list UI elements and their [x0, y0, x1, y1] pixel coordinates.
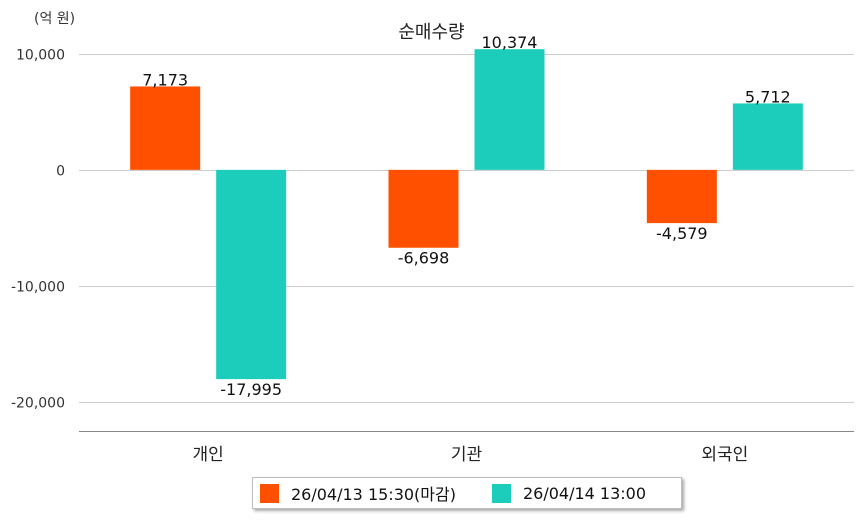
y-tick-label: 10,000 [16, 48, 65, 64]
unit-label: (억 원) [34, 11, 76, 27]
legend-label-series-2: 26/04/14 13:00 [522, 483, 647, 503]
data-label: 10,374 [482, 33, 538, 52]
bar-1-3[interactable] [646, 169, 717, 224]
legend-swatch-series-2 [491, 483, 511, 503]
chart-title: 순매수량 [398, 22, 465, 43]
grid-lines [79, 54, 854, 403]
legend-label-series-1: 26/04/13 15:30(마감) [291, 485, 456, 504]
x-tick-label: 기관 [451, 445, 482, 465]
y-tick-label: -20,000 [11, 396, 65, 412]
legend-item-series-1[interactable]: 26/04/13 15:30(마감) [260, 481, 456, 505]
axes: 10,000 0 -10,000 -20,000 개인 기관 외국인 [11, 48, 854, 465]
y-tick-label: 0 [56, 164, 65, 180]
legend-swatch-series-1 [260, 483, 279, 503]
bar-2-3[interactable] [732, 103, 803, 170]
data-label: 7,173 [142, 70, 188, 89]
legend: 26/04/13 15:30(마감) 26/04/14 13:00 [252, 477, 682, 509]
legend-item-series-2[interactable]: 26/04/14 13:00 [491, 483, 647, 503]
data-label: -6,698 [398, 249, 450, 268]
bar-1-2[interactable] [388, 169, 459, 248]
y-tick-label: -10,000 [11, 280, 65, 296]
data-labels: 7,173 -17,995 -6,698 10,374 -4,579 5,712 [142, 33, 790, 399]
bar-2-2[interactable] [474, 49, 545, 170]
x-tick-label: 외국인 [701, 445, 748, 465]
data-label: -4,579 [656, 224, 708, 243]
x-tick-label: 개인 [193, 445, 224, 465]
data-label: 5,712 [745, 87, 791, 106]
bar-1-1[interactable] [130, 86, 201, 170]
bar-2-1[interactable] [216, 169, 287, 380]
data-label: -17,995 [220, 380, 282, 399]
bars [130, 49, 803, 380]
